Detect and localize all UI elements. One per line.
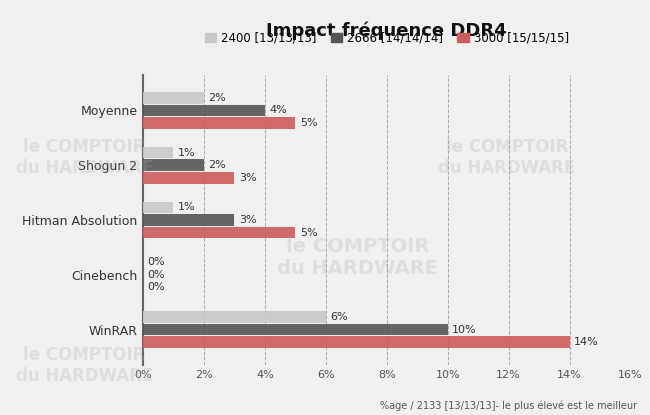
Bar bbox=[143, 337, 569, 348]
Text: 5%: 5% bbox=[300, 118, 318, 128]
Text: 0%: 0% bbox=[148, 270, 165, 280]
Bar bbox=[143, 105, 265, 116]
Text: 0%: 0% bbox=[148, 257, 165, 267]
Text: le COMPTOIR
du HARDWARE: le COMPTOIR du HARDWARE bbox=[277, 237, 438, 278]
Bar bbox=[143, 324, 448, 335]
Text: 6%: 6% bbox=[330, 312, 348, 322]
Bar bbox=[143, 311, 326, 323]
Legend: 2400 [13/13/13], 2666 [14/14/14], 3000 [15/15/15]: 2400 [13/13/13], 2666 [14/14/14], 3000 [… bbox=[200, 27, 574, 49]
Bar bbox=[143, 214, 235, 226]
Text: 1%: 1% bbox=[178, 203, 196, 212]
Text: 10%: 10% bbox=[452, 325, 477, 334]
Bar bbox=[143, 117, 295, 129]
Bar bbox=[143, 147, 174, 159]
Bar bbox=[143, 92, 204, 103]
Bar bbox=[143, 159, 204, 171]
Bar bbox=[143, 172, 235, 183]
Text: le COMPTOIR
du HARDWARE: le COMPTOIR du HARDWARE bbox=[438, 138, 576, 177]
Text: 14%: 14% bbox=[574, 337, 599, 347]
Text: 3%: 3% bbox=[239, 173, 257, 183]
Text: %age / 2133 [13/13/13]- le plus élevé est le meilleur: %age / 2133 [13/13/13]- le plus élevé es… bbox=[380, 400, 637, 411]
Text: 0%: 0% bbox=[148, 282, 165, 293]
Text: 2%: 2% bbox=[209, 160, 226, 170]
Text: le COMPTOIR
du HARDWARE: le COMPTOIR du HARDWARE bbox=[16, 138, 153, 177]
Title: Impact fréquence DDR4: Impact fréquence DDR4 bbox=[266, 21, 507, 40]
Bar bbox=[143, 227, 295, 238]
Text: le COMPTOIR
du HARDWARE: le COMPTOIR du HARDWARE bbox=[16, 346, 153, 385]
Text: 1%: 1% bbox=[178, 147, 196, 158]
Text: 3%: 3% bbox=[239, 215, 257, 225]
Text: 5%: 5% bbox=[300, 227, 318, 237]
Text: 2%: 2% bbox=[209, 93, 226, 103]
Bar bbox=[143, 202, 174, 213]
Text: 4%: 4% bbox=[270, 105, 287, 115]
